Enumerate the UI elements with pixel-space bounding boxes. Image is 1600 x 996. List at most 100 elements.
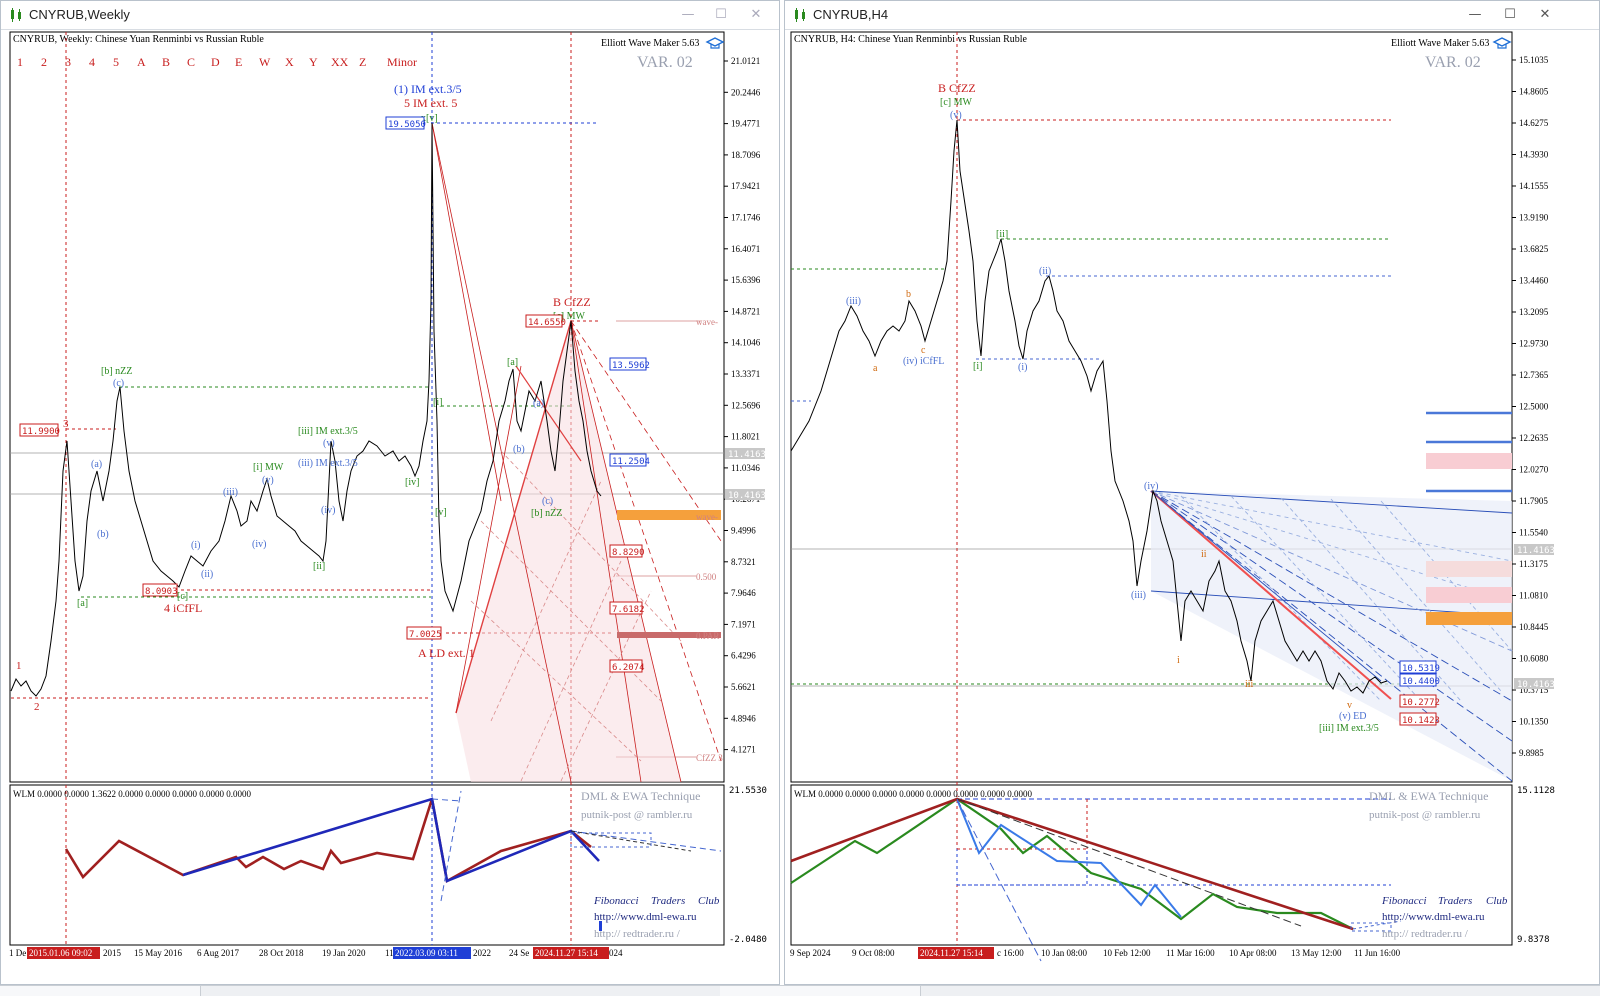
window-title: CNYRUB,H4 — [813, 7, 889, 22]
svg-text:24 Se: 24 Se — [509, 948, 529, 958]
price-box: 8.0903 — [142, 583, 178, 597]
weekly-chart-window[interactable]: CNYRUB,Weekly — ☐ ✕ CNYRUB, Weekly: Chin… — [0, 0, 780, 985]
price-tick: 11.0810 — [1519, 591, 1548, 601]
price-tick: 12.0270 — [1519, 465, 1549, 475]
wave-button[interactable]: Y — [309, 55, 318, 69]
wave-label: (iv) iCfFL — [903, 356, 944, 367]
price-box: 10.2772 — [1399, 694, 1440, 708]
price-tick: 15.6396 — [731, 275, 761, 285]
wave-button[interactable]: X — [285, 55, 294, 69]
site-link[interactable]: http:// redtrader.ru / — [1382, 928, 1469, 940]
wave-label: [b] nZZ — [531, 508, 562, 519]
maximize-button[interactable]: ☐ — [715, 7, 727, 22]
indicator-min: 9.8378 — [1517, 935, 1550, 945]
price-axis[interactable]: 15.1035 14.8605 14.6275 14.3930 14.1555 13.91… — [1512, 55, 1549, 758]
close-button[interactable]: ✕ — [1539, 7, 1551, 22]
brand-technique: DML & EWA Technique — [581, 789, 700, 803]
wave-label: [b] nZZ — [101, 366, 132, 377]
svg-text:7.6182: 7.6182 — [612, 605, 645, 615]
wave-button[interactable]: 3 — [65, 55, 71, 69]
svg-text:11 Jun 16:00: 11 Jun 16:00 — [1354, 948, 1401, 958]
price-tick: 14.8721 — [731, 306, 760, 316]
wave-label: v — [1347, 700, 1352, 711]
minimize-button[interactable]: — — [681, 7, 695, 22]
taskbar-slot[interactable] — [0, 986, 201, 996]
wave-button[interactable]: B — [162, 55, 170, 69]
wave-button[interactable]: XX — [331, 55, 349, 69]
price-axis[interactable]: 21.0121 20.2446 19.4771 18.7096 17.9421 17.17… — [724, 56, 761, 755]
wave-button[interactable]: C — [187, 55, 195, 69]
price-box: 13.5962 — [609, 357, 650, 371]
wave-button[interactable]: 5 — [113, 55, 119, 69]
wave-label: 2 — [34, 701, 40, 713]
svg-text:6.2074: 6.2074 — [612, 663, 645, 673]
wave-button[interactable]: E — [235, 55, 242, 69]
price-tick: 19.4771 — [731, 119, 760, 129]
window-titlebar[interactable]: CNYRUB,Weekly — ☐ ✕ — [1, 1, 779, 30]
svg-text:11.2504: 11.2504 — [612, 457, 650, 467]
price-box: 10.4400 — [1399, 673, 1440, 687]
time-marker: 2015.01.06 09:02 — [29, 948, 92, 958]
minimize-button[interactable]: — — [1468, 7, 1482, 22]
time-marker: 2022.03.09 03:11 — [395, 948, 458, 958]
wave-button[interactable]: A — [137, 55, 146, 69]
wave-label: [c] — [177, 591, 188, 602]
indicator-max: 21.5530 — [729, 786, 767, 796]
svg-text:10.5319: 10.5319 — [1402, 664, 1440, 674]
svg-text:11 Mar 16:00: 11 Mar 16:00 — [1166, 948, 1215, 958]
price-tick: 11.7905 — [1519, 496, 1548, 506]
svg-text:14.6550: 14.6550 — [528, 318, 566, 328]
wave-label: 5 IM ext. 5 — [404, 96, 457, 110]
price-tick: 11.5540 — [1519, 528, 1548, 538]
site-link[interactable]: http:// redtrader.ru / — [594, 928, 681, 940]
price-box: 11.2504 — [609, 453, 650, 467]
svg-text:2022: 2022 — [473, 948, 491, 958]
graduation-cap-icon[interactable] — [705, 37, 725, 49]
svg-text:7.0025: 7.0025 — [409, 630, 442, 640]
wave-label: [c] MW — [553, 311, 585, 322]
wave-label: [ii] — [313, 561, 325, 572]
wave-label: (iii) IM ext.3/5 — [298, 458, 358, 469]
weekly-price-chart[interactable]: CNYRUB, Weekly: Chinese Yuan Renminbi vs… — [1, 29, 780, 985]
wave-button[interactable]: Z — [359, 55, 366, 69]
window-titlebar[interactable]: CNYRUB,H4 — ☐ ✕ — [785, 1, 1599, 30]
wave-label: (1) IM ext.3/5 — [394, 82, 462, 96]
wave-button[interactable]: 4 — [89, 55, 95, 69]
wave-label: A LD ext. 1 — [418, 646, 475, 660]
site-link[interactable]: http://www.dml-ewa.ru — [594, 911, 697, 923]
maximize-button[interactable]: ☐ — [1504, 7, 1516, 22]
indicator-header: WLM 0.0000 0.0000 1.3622 0.0000 0.0000 0… — [13, 789, 251, 799]
level-label: 0.PAR — [696, 631, 719, 641]
wave-label: 1 — [16, 660, 22, 672]
taskbar-slot[interactable] — [720, 986, 921, 996]
price-tick: 4.8946 — [731, 713, 756, 723]
price-tick: 12.2635 — [1519, 433, 1549, 443]
wave-label: B CfZZ — [938, 81, 976, 95]
wave-button-bar[interactable]: 1 2 3 4 5 A B C D E W X Y XX Z Minor — [17, 55, 417, 69]
site-link[interactable]: http://www.dml-ewa.ru — [1382, 911, 1485, 923]
svg-text:10.4163: 10.4163 — [1517, 680, 1555, 690]
wave-button[interactable]: Minor — [387, 55, 417, 69]
wave-button[interactable]: D — [211, 55, 220, 69]
time-axis[interactable]: 1 De 2015 15 May 2016 6 Aug 2017 28 Oct … — [9, 947, 623, 959]
svg-text:2015: 2015 — [103, 948, 122, 958]
h4-chart-window[interactable]: CNYRUB,H4 — ☐ ✕ CNYRUB, H4: Chinese Yuan… — [784, 0, 1600, 985]
wave-label: (ii) — [1039, 266, 1051, 277]
price-tick: 13.3371 — [731, 369, 760, 379]
price-tick: 12.7365 — [1519, 370, 1549, 380]
time-axis[interactable]: 9 Sep 2024 9 Oct 08:00 c 16:00 10 Jan 08… — [790, 947, 1401, 959]
price-tick: 16.4071 — [731, 244, 760, 254]
chart-candles-icon — [795, 8, 805, 22]
plugin-name: Elliott Wave Maker 5.63 — [601, 38, 699, 49]
wave-label: B CfZZ — [553, 295, 591, 309]
wave-button[interactable]: 1 — [17, 55, 23, 69]
close-button[interactable]: ✕ — [750, 7, 762, 22]
price-tick: 14.1555 — [1519, 181, 1549, 191]
h4-price-chart[interactable]: CNYRUB, H4: Chinese Yuan Renminbi vs Rus… — [785, 29, 1600, 985]
wave-button[interactable]: 2 — [41, 55, 47, 69]
wave-label: 4 iCfFL — [164, 601, 202, 615]
graduation-cap-icon[interactable] — [1492, 37, 1512, 49]
wave-label: (v) — [950, 110, 962, 121]
price-tick: 7.1971 — [731, 619, 756, 629]
wave-button[interactable]: W — [259, 55, 271, 69]
